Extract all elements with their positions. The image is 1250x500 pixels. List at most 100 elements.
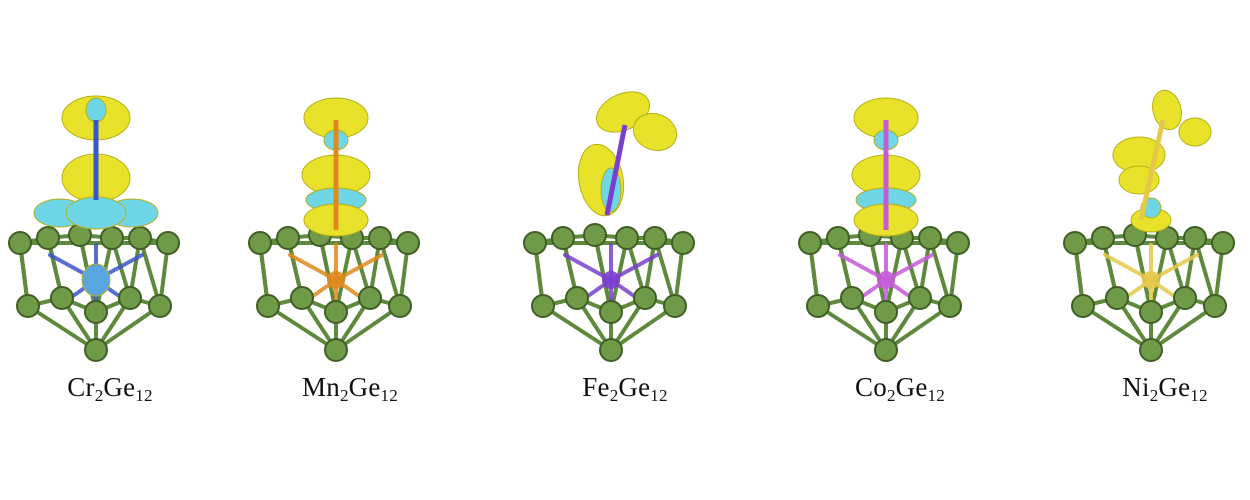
ge-atom [248, 231, 272, 255]
cluster-mn [240, 80, 460, 370]
label-host-count: 12 [927, 386, 945, 405]
label-cr2ge12: Cr2Ge12 [0, 372, 220, 405]
ge-bond [1081, 304, 1153, 352]
label-metal-count: 2 [94, 386, 104, 405]
label-element: Ni [1122, 372, 1150, 402]
ge-atoms [8, 223, 180, 362]
ge-atom [1105, 286, 1129, 310]
label-host: Ge [895, 372, 928, 402]
ge-atom [946, 231, 970, 255]
ge-atom [118, 286, 142, 310]
metal-metal-bond [604, 124, 628, 216]
ge-atom [1173, 286, 1197, 310]
ge-atom [368, 226, 392, 250]
ge-atom [290, 286, 314, 310]
ge-atom [358, 286, 382, 310]
ge-atoms [798, 223, 970, 362]
cluster-ni [1055, 80, 1250, 370]
ge-atom [156, 231, 180, 255]
label-host-count: 12 [135, 386, 153, 405]
label-metal-count: 2 [609, 386, 619, 405]
ge-bond [26, 304, 98, 352]
label-metal-count: 2 [1149, 386, 1159, 405]
label-element: Co [855, 372, 887, 402]
ge-bond [884, 304, 952, 352]
ge-atom [599, 300, 623, 324]
ge-atom [128, 226, 152, 250]
ge-atom [633, 286, 657, 310]
ge-bond [1149, 304, 1217, 352]
ge-atom [908, 286, 932, 310]
ge-atom [396, 231, 420, 255]
cluster-fe [515, 80, 735, 370]
cr2ge12-structure [8, 95, 180, 362]
ge-atom [643, 226, 667, 250]
label-element: Mn [302, 372, 340, 402]
ni2ge12-structure [1063, 89, 1235, 362]
charge-density [577, 91, 678, 217]
ge-atom [663, 294, 687, 318]
ge-atom [874, 338, 898, 362]
ge-bond [816, 304, 888, 352]
label-host-count: 12 [1190, 386, 1208, 405]
charge-density [1112, 89, 1212, 233]
label-co2ge12: Co2Ge12 [790, 372, 1010, 405]
density-lobe [85, 97, 107, 123]
ge-atom [1139, 338, 1163, 362]
ge-atom [918, 226, 942, 250]
density-lobe [1152, 89, 1182, 131]
ge-atom [50, 286, 74, 310]
ge-atom [938, 294, 962, 318]
mn2ge12-structure [248, 97, 420, 362]
ge-atom [798, 231, 822, 255]
charge-density [33, 95, 159, 297]
ge-atom [1139, 300, 1163, 324]
label-mn2ge12: Mn2Ge12 [240, 372, 460, 405]
label-element: Fe [582, 372, 610, 402]
ge-atom [148, 294, 172, 318]
ge-bond [266, 304, 338, 352]
ge-atom [1091, 226, 1115, 250]
ge-atom [671, 231, 695, 255]
ge-atom [840, 286, 864, 310]
label-host-count: 12 [650, 386, 668, 405]
ge-atom [565, 286, 589, 310]
ge-atom [806, 294, 830, 318]
ge-atom [1211, 231, 1235, 255]
ge-atom [100, 226, 124, 250]
ge-atom [599, 338, 623, 362]
cluster-co [790, 80, 1010, 370]
ge-bond [334, 304, 402, 352]
label-metal-count: 2 [339, 386, 349, 405]
ge-atom [1203, 294, 1227, 318]
ge-atom [1183, 226, 1207, 250]
ge-atom [84, 300, 108, 324]
ge-atom [531, 294, 555, 318]
label-host-count: 12 [380, 386, 398, 405]
ge-atom [583, 223, 607, 247]
ge-bond [94, 304, 162, 352]
ge-atom [615, 226, 639, 250]
ge-atoms [523, 223, 695, 362]
ge-atom [324, 338, 348, 362]
ge-bond [541, 304, 613, 352]
ge-atom [256, 294, 280, 318]
ge-atom [523, 231, 547, 255]
dopant-atom [877, 271, 895, 289]
ge-atom [276, 226, 300, 250]
fe2ge12-structure [523, 91, 695, 362]
metal-metal-bond [1138, 119, 1166, 221]
label-host: Ge [103, 372, 136, 402]
label-element: Cr [67, 372, 95, 402]
ge-atom [324, 300, 348, 324]
charge-density [301, 97, 371, 237]
density-lobe [1178, 117, 1212, 147]
ge-atom [1063, 231, 1087, 255]
cluster-cr [0, 80, 220, 370]
charge-density [851, 97, 921, 237]
dopant-atom [327, 271, 345, 289]
ge-atom [1071, 294, 1095, 318]
ge-atom [84, 338, 108, 362]
density-lobe [81, 263, 111, 297]
